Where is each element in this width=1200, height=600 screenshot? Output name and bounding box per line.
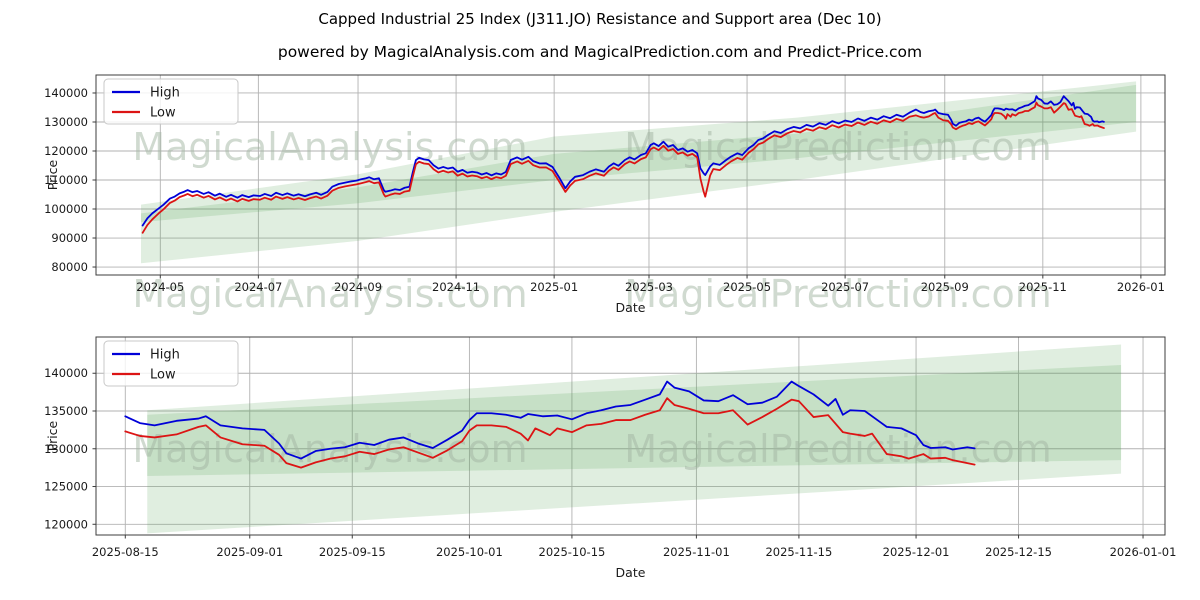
x-tick-label: 2025-11-01 [663,545,730,559]
watermark-text: MagicalPrediction.com [624,272,1052,316]
legend-low-label: Low [150,106,176,121]
x-tick-label: 2025-05 [723,280,771,294]
y-tick-label: 135000 [44,404,88,418]
y-tick-label: 80000 [51,260,88,274]
plot-border [95,74,1166,276]
x-tick-label: 2025-03 [625,280,673,294]
y-tick-label: 140000 [44,366,88,380]
x-tick-label: 2025-07 [821,280,869,294]
y-tick-label: 120000 [44,517,88,531]
high-line [124,380,976,460]
watermark-text: MagicalAnalysis.com [132,125,527,169]
x-tick-label: 2025-11 [1019,280,1067,294]
x-tick-label: 2025-10-01 [436,545,503,559]
support-band [147,364,1122,534]
y-tick-label: 140000 [44,86,88,100]
watermark-text: MagicalAnalysis.com [132,272,527,316]
plot-border [95,336,1166,536]
watermark-layer: MagicalAnalysis.com MagicalPrediction.com… [132,125,1051,471]
y-tick-label: 130000 [44,115,88,129]
x-tick-label: 2025-12-01 [883,545,950,559]
legend: High Low [103,340,239,387]
legend-high-label: High [150,86,180,101]
x-tick-label: 2025-11-15 [765,545,832,559]
x-tick-label: 2025-09 [921,280,969,294]
y-tick-label: 130000 [44,442,88,456]
legend-high-label: High [150,348,180,363]
bottom-chart: 2025-08-15 2025-09-01 2025-09-15 2025-10-01… [44,336,1177,580]
x-tick-label: 2024-07 [234,280,282,294]
bottom-chart-bg [96,337,1165,535]
y-axis-label: Price [45,420,60,451]
y-tick-label: 100000 [44,202,88,216]
y-axis-label: Price [45,159,60,190]
top-chart: 2024-05 2024-07 2024-09 2024-11 2025-01 2025-… [44,74,1166,315]
x-tick-label: 2024-05 [136,280,184,294]
resistance-band [147,344,1122,476]
support-band [141,84,1137,264]
x-tick-label: 2026-01 [1117,280,1165,294]
x-axis-label: Date [616,300,646,315]
x-tick-label: 2025-09-15 [319,545,386,559]
top-chart-bg [96,75,1165,275]
y-tick-label: 90000 [51,231,88,245]
low-line [141,101,1105,234]
y-tick-label: 120000 [44,144,88,158]
chart-title: Capped Industrial 25 Index (J311.JO) Res… [318,10,882,28]
x-axis-label: Date [616,565,646,580]
x-tick-label: 2025-10-15 [539,545,606,559]
x-tick-label: 2026-01-01 [1110,545,1177,559]
watermark-text: MagicalPrediction.com [624,125,1052,169]
x-tick-label: 2025-08-15 [92,545,159,559]
low-line [124,397,976,469]
legend-low-label: Low [150,368,176,383]
x-tick-label: 2024-09 [334,280,382,294]
x-tick-label: 2025-12-15 [985,545,1052,559]
x-tick-label: 2024-11 [432,280,480,294]
y-tick-label: 125000 [44,480,88,494]
legend: High Low [103,78,239,125]
x-tick-label: 2025-01 [530,280,578,294]
high-line [141,95,1105,227]
y-tick-label: 110000 [44,173,88,187]
chart-subtitle: powered by MagicalAnalysis.com and Magic… [277,43,923,61]
x-tick-label: 2025-09-01 [216,545,283,559]
watermark-text: MagicalPrediction.com [624,427,1052,471]
charts-foreground: 2024-05 2024-07 2024-09 2024-11 2025-01 2025-… [44,74,1177,580]
